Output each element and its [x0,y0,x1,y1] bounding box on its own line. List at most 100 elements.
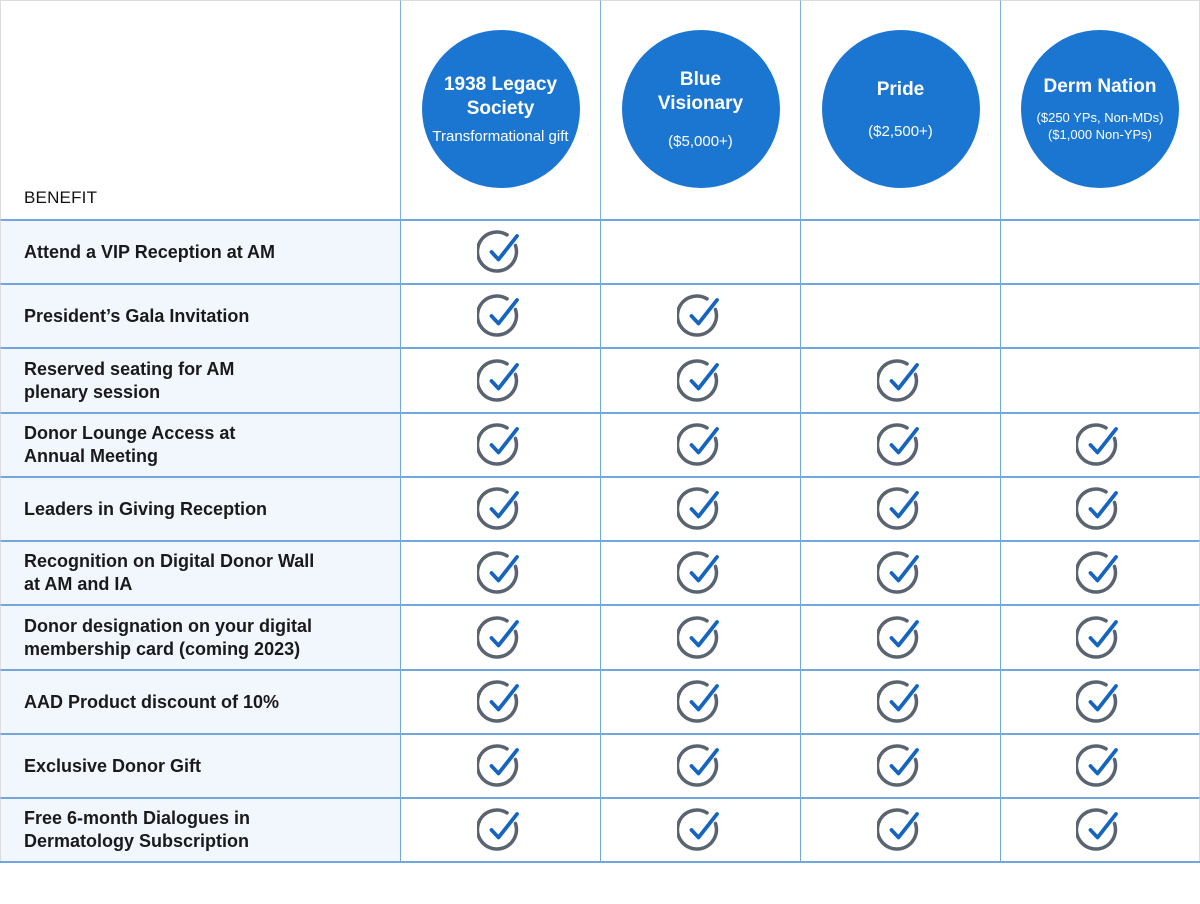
benefit-label: Leaders in Giving Reception [24,498,268,519]
tier-header-legacy: 1938 Legacy Society Transformational gif… [400,0,600,219]
tier-badge: Blue Visionary ($5,000+) [621,30,780,188]
check-circle-icon [876,421,925,469]
benefit-label: Free 6-month Dialogues in Dermatology Su… [24,808,251,851]
tier-cell [800,219,1000,283]
benefit-cell: Reserved seating for AM plenary session [0,347,400,412]
tier-cell [800,476,1000,540]
tier-cell [600,283,800,347]
check-circle-icon [676,421,725,469]
table-row: Recognition on Digital Donor Wall at AM … [0,540,1200,604]
check-circle-icon [476,228,525,276]
benefit-cell: Leaders in Giving Reception [0,476,400,540]
tier-cell [800,540,1000,604]
check-circle-icon [676,485,725,533]
tier-badge: 1938 Legacy Society Transformational gif… [421,30,580,188]
tier-cell [400,604,600,669]
benefit-cell: AAD Product discount of 10% [0,669,400,733]
tier-cell [400,669,600,733]
table-header: BENEFIT 1938 Legacy Society Transformati… [0,0,1200,219]
tier-cell [400,283,600,347]
check-circle-icon [876,485,925,533]
benefit-cell: Recognition on Digital Donor Wall at AM … [0,540,400,604]
tier-cell [800,412,1000,476]
tier-cell [800,347,1000,412]
tier-cell [1000,412,1200,476]
tier-cell [800,797,1000,861]
tier-cell [800,283,1000,347]
check-circle-icon [676,614,725,662]
check-circle-icon [476,614,525,662]
benefit-cell: Donor Lounge Access at Annual Meeting [0,412,400,476]
tier-header-derm-nation: Derm Nation ($250 YPs, Non-MDs) ($1,000 … [1000,0,1200,219]
benefit-label: Exclusive Donor Gift [24,755,202,776]
tier-cell [600,604,800,669]
tier-amount: Transformational gift [432,127,569,145]
check-circle-icon [876,549,925,597]
check-circle-icon [1076,549,1124,597]
tier-cell [600,797,800,861]
check-circle-icon [876,806,925,854]
check-circle-icon [676,806,725,854]
tier-name: Blue Visionary [657,68,744,114]
check-circle-icon [476,357,525,405]
check-circle-icon [1076,806,1124,854]
check-circle-icon [676,357,725,405]
check-circle-icon [476,549,525,597]
tier-amount: ($250 YPs, Non-MDs) ($1,000 Non-YPs) [1036,110,1164,142]
check-circle-icon [876,742,925,790]
tier-cell [600,540,800,604]
benefit-cell: Donor designation on your digital member… [0,604,400,669]
check-circle-icon [876,678,925,726]
tier-badge: Derm Nation ($250 YPs, Non-MDs) ($1,000 … [1021,30,1179,188]
tier-cell [1000,669,1200,733]
table-row: Attend a VIP Reception at AM [0,219,1200,283]
tier-amount: ($2,500+) [868,122,933,140]
tier-cell [400,733,600,797]
table-row: AAD Product discount of 10% [0,669,1200,733]
tier-cell [600,412,800,476]
check-circle-icon [476,742,525,790]
check-circle-icon [476,678,525,726]
tier-cell [400,476,600,540]
tier-cell [400,797,600,861]
tier-cell [1000,797,1200,861]
table-row: Leaders in Giving Reception [0,476,1200,540]
check-circle-icon [1076,614,1124,662]
tier-cell [1000,733,1200,797]
tier-cell [1000,476,1200,540]
tier-cell [800,604,1000,669]
table-row: Reserved seating for AM plenary session [0,347,1200,412]
tier-cell [800,669,1000,733]
tier-name: 1938 Legacy Society [443,73,558,119]
tier-cell [1000,347,1200,412]
check-circle-icon [1076,742,1124,790]
check-circle-icon [676,678,725,726]
check-circle-icon [676,292,725,340]
tier-cell [600,733,800,797]
check-circle-icon [676,742,725,790]
tier-cell [400,540,600,604]
benefit-label: Donor Lounge Access at Annual Meeting [24,423,236,466]
benefit-cell: President’s Gala Invitation [0,283,400,347]
tier-cell [800,733,1000,797]
check-circle-icon [876,357,925,405]
benefit-header-label: BENEFIT [24,188,98,207]
table-bottom-border [0,861,1200,863]
tier-cell [600,219,800,283]
table-row: Donor designation on your digital member… [0,604,1200,669]
benefit-label: AAD Product discount of 10% [24,691,280,712]
table-row: President’s Gala Invitation [0,283,1200,347]
benefit-cell: Free 6-month Dialogues in Dermatology Su… [0,797,400,861]
tier-header-pride: Pride ($2,500+) [800,0,1000,219]
benefit-label: Donor designation on your digital member… [24,615,312,659]
tier-header-blue-visionary: Blue Visionary ($5,000+) [600,0,800,219]
benefit-label: Attend a VIP Reception at AM [24,241,276,262]
tier-cell [400,347,600,412]
check-circle-icon [876,614,925,662]
tier-cell [1000,219,1200,283]
tier-name: Pride [876,78,925,100]
check-circle-icon [476,421,525,469]
check-circle-icon [676,549,725,597]
benefit-label: Reserved seating for AM plenary session [24,358,235,402]
benefit-label: Recognition on Digital Donor Wall at AM … [24,551,315,594]
